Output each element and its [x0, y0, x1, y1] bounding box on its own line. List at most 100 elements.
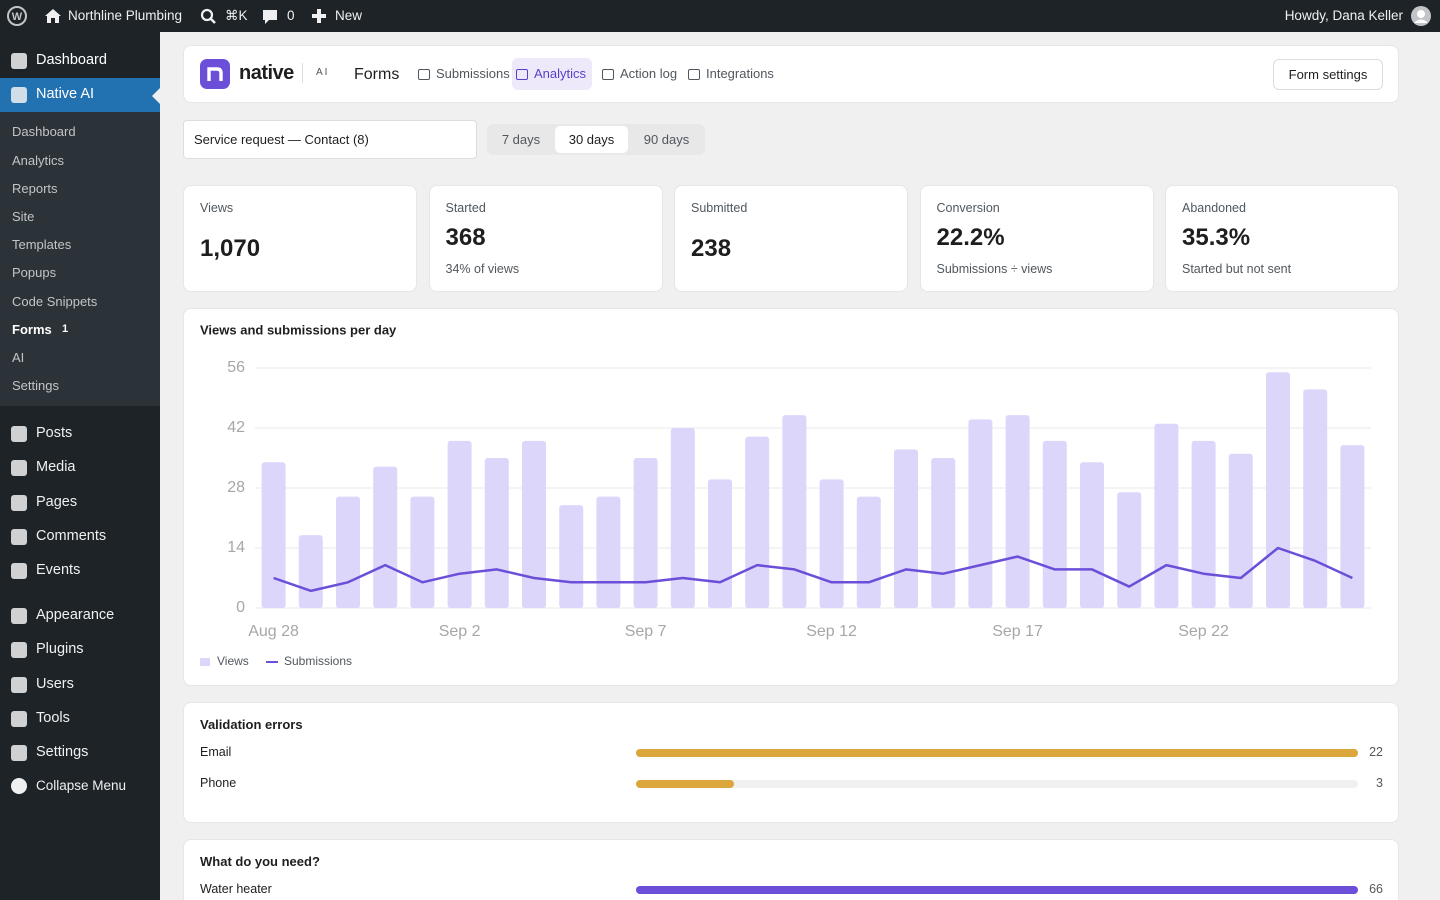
menu-icon [11, 642, 27, 658]
bar [1303, 389, 1328, 608]
stat-note: Started but not sent [1182, 262, 1292, 276]
bar [745, 436, 770, 608]
x-tick-label: Sep 17 [992, 623, 1043, 640]
submenu-item[interactable]: Code Snippets [12, 294, 98, 309]
plugin-header: native AI Forms Form settings Submission… [183, 45, 1399, 103]
submenu-item[interactable]: Settings [12, 378, 59, 393]
chart-card: Views and submissions per day 0 14 28 42 56 Au… [183, 308, 1399, 686]
svg-text:W: W [12, 11, 23, 23]
nav-tab[interactable]: Integrations [684, 58, 774, 90]
stat-label: Abandoned [1182, 201, 1246, 215]
menu-icon [11, 87, 27, 103]
submenu [0, 112, 160, 406]
submenu-item[interactable]: Templates [12, 237, 72, 252]
avatar[interactable] [1411, 6, 1431, 26]
section-title: Forms [354, 66, 400, 83]
bar [1080, 462, 1104, 608]
nav-tab[interactable]: Submissions [414, 58, 510, 90]
site-name[interactable]: Northline Plumbing [68, 8, 183, 23]
bar [298, 535, 323, 608]
y-tick-label: 14 [227, 539, 245, 556]
menu-item[interactable]: Appearance [36, 607, 115, 623]
range-option[interactable]: 30 days [555, 126, 628, 153]
menu-item[interactable]: Users [36, 676, 74, 692]
bar [633, 458, 658, 608]
bar [522, 440, 546, 608]
menu-item[interactable]: Comments [36, 528, 107, 544]
form-select[interactable]: Service request — Contact (8) [183, 120, 477, 159]
brand-name: native [239, 62, 294, 84]
bar [782, 415, 807, 608]
search-icon [200, 8, 216, 24]
brand-tag: AI [302, 63, 329, 83]
row-label: Water heater [200, 882, 272, 896]
stat-value: 22.2% [936, 224, 1005, 251]
x-tick-label: Sep 22 [1178, 623, 1229, 640]
menu-item[interactable]: Settings [36, 744, 89, 760]
y-tick-label: 28 [227, 479, 245, 496]
menu-item[interactable]: Native AI [36, 86, 95, 102]
bar [1340, 445, 1365, 608]
submenu-item[interactable]: AI [12, 350, 25, 365]
chart-title: Views and submissions per day [200, 322, 397, 337]
legend-swatch [200, 658, 210, 666]
tab-icon [602, 69, 614, 80]
submenu-item[interactable]: Site [12, 209, 35, 224]
row-label: Email [200, 745, 232, 759]
submenu-item[interactable]: Analytics [12, 153, 65, 168]
menu-icon [11, 53, 27, 69]
submenu-item[interactable]: Popups [12, 265, 57, 280]
menu-item[interactable]: Dashboard [36, 52, 107, 68]
menu-item[interactable]: Media [36, 459, 76, 475]
bar [596, 496, 621, 608]
submenu-item[interactable]: Dashboard [12, 124, 76, 139]
stat-value: 368 [445, 224, 486, 251]
chart-card: Validation errors Email 22 Phone 3 [183, 702, 1399, 823]
form-settings-button[interactable]: Form settings [1273, 59, 1383, 90]
menu-item[interactable]: Tools [36, 710, 70, 726]
range-option[interactable]: 90 days [643, 132, 690, 147]
search-shortcut[interactable]: ⌘K [225, 8, 248, 23]
menu-item[interactable]: Events [36, 562, 81, 578]
menu-item[interactable]: Posts [36, 425, 73, 441]
submenu-item[interactable]: Forms [12, 322, 52, 337]
nav-tab[interactable]: Action log [598, 58, 677, 90]
plus-icon [312, 9, 326, 23]
bar [1005, 415, 1030, 608]
stat-note: 34% of views [445, 262, 520, 276]
submenu-badge: 1 [62, 323, 69, 335]
bar [1228, 453, 1253, 608]
menu-icon [11, 529, 27, 545]
collapse-menu[interactable]: Collapse Menu [36, 778, 127, 793]
menu-item[interactable]: Plugins [36, 641, 84, 657]
tab-icon [418, 69, 430, 80]
line [273, 546, 1353, 593]
bar [894, 449, 918, 608]
comment-count[interactable]: 0 [287, 8, 295, 23]
new-link[interactable]: New [335, 8, 363, 23]
submenu-item[interactable]: Reports [12, 181, 58, 196]
bar [1117, 492, 1142, 608]
bar [636, 749, 1358, 757]
greeting[interactable]: Howdy, Dana Keller [1284, 8, 1403, 23]
bar [336, 496, 360, 608]
tab-label: Action log [620, 66, 678, 81]
bar [856, 496, 881, 608]
menu-icon [11, 495, 27, 511]
x-tick-label: Sep 2 [439, 623, 481, 640]
y-tick-label: 42 [227, 419, 245, 436]
bar [819, 479, 844, 608]
bar [636, 780, 735, 788]
bar [670, 428, 695, 608]
row-value: 22 [1369, 745, 1383, 759]
range-toggle: 7 days 30 days 90 days [487, 124, 705, 155]
x-tick-label: Sep 12 [806, 623, 857, 640]
collapse-icon [11, 778, 27, 794]
menu-item[interactable]: Pages [36, 494, 78, 510]
nav-tab[interactable]: Analytics [512, 58, 593, 90]
bar [447, 440, 472, 608]
wp-logo[interactable]: W [7, 6, 27, 26]
range-option[interactable]: 7 days [501, 132, 541, 147]
tab-icon [516, 69, 528, 80]
